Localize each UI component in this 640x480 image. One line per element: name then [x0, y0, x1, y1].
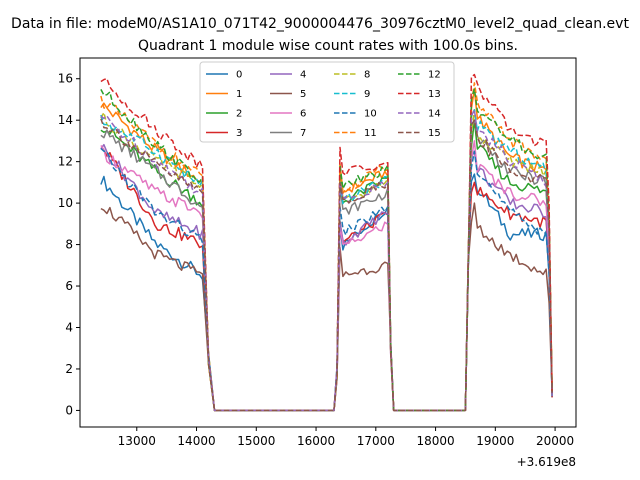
- plot-frame: [79, 57, 577, 428]
- figure-suptitle: Data in file: modeM0/AS1A10_071T42_90000…: [11, 16, 629, 32]
- legend-label-11: 11: [364, 128, 377, 139]
- series-line-7: [100, 119, 553, 412]
- legend-label-5: 5: [300, 89, 306, 100]
- legend-label-10: 10: [364, 109, 377, 120]
- legend-label-1: 1: [236, 89, 242, 100]
- y-tick-label-12: 12: [58, 155, 73, 169]
- legend-label-15: 15: [428, 128, 441, 139]
- y-tick-label-16: 16: [58, 72, 73, 86]
- legend-label-12: 12: [428, 70, 441, 81]
- legend-label-3: 3: [236, 128, 242, 139]
- legend-label-4: 4: [300, 70, 306, 81]
- x-tick-label-13000: 13000: [118, 434, 156, 448]
- series-lines: [100, 73, 553, 412]
- legend-label-0: 0: [236, 70, 242, 81]
- y-tick-label-8: 8: [65, 238, 73, 252]
- legend-label-9: 9: [364, 89, 370, 100]
- series-line-6: [100, 140, 553, 412]
- series-line-5: [100, 202, 553, 412]
- y-tick-label-0: 0: [65, 403, 73, 417]
- legend-frame: [199, 61, 455, 143]
- x-tick-label-19000: 19000: [476, 434, 514, 448]
- x-tick-label-17000: 17000: [357, 434, 395, 448]
- x-tick-label-15000: 15000: [237, 434, 275, 448]
- y-tick-label-6: 6: [65, 279, 73, 293]
- x-tick-label-20000: 20000: [536, 434, 574, 448]
- x-tick-label-14000: 14000: [177, 434, 215, 448]
- series-line-12: [100, 88, 553, 412]
- chart-title: Quadrant 1 module wise count rates with …: [138, 38, 518, 54]
- legend-label-6: 6: [300, 109, 306, 120]
- legend-label-7: 7: [300, 128, 306, 139]
- y-tick-label-2: 2: [65, 362, 73, 376]
- axis-ticks: 13000 14000 15000 16000 17000 18000 19000 20000…: [58, 72, 574, 448]
- y-tick-label-4: 4: [65, 320, 73, 334]
- y-tick-label-14: 14: [58, 113, 73, 127]
- series-line-3: [100, 147, 553, 412]
- x-offset-label: +3.619e8: [517, 455, 576, 469]
- x-tick-label-18000: 18000: [416, 434, 454, 448]
- legend-label-13: 13: [428, 89, 441, 100]
- legend-label-8: 8: [364, 70, 370, 81]
- y-tick-label-10: 10: [58, 196, 73, 210]
- legend-label-14: 14: [428, 109, 441, 120]
- series-line-15: [100, 118, 553, 412]
- series-line-11: [100, 82, 553, 412]
- x-tick-label-16000: 16000: [297, 434, 335, 448]
- series-line-9: [100, 109, 553, 412]
- series-line-13: [100, 73, 553, 412]
- legend-label-2: 2: [236, 109, 242, 120]
- series-line-10: [100, 147, 553, 412]
